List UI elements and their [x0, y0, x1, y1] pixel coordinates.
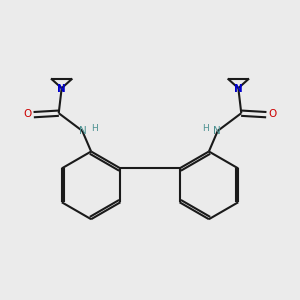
Text: O: O	[268, 109, 276, 119]
Text: N: N	[213, 126, 221, 136]
Text: N: N	[79, 126, 87, 136]
Text: O: O	[24, 109, 32, 119]
Text: N: N	[57, 84, 66, 94]
Text: N: N	[234, 84, 243, 94]
Text: H: H	[91, 124, 98, 133]
Text: H: H	[202, 124, 209, 133]
